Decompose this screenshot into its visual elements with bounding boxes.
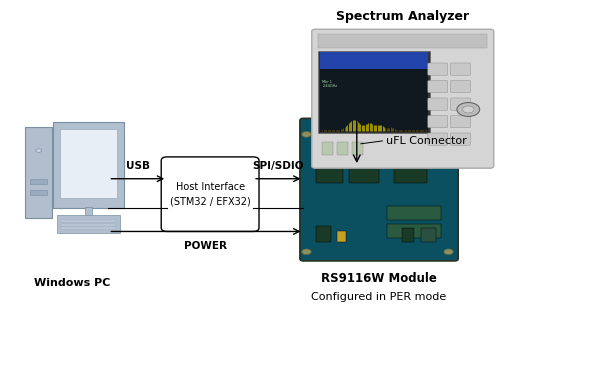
Text: RS9116W Module: RS9116W Module: [321, 272, 437, 285]
Bar: [320, 52, 429, 132]
Text: SPI/SDIO: SPI/SDIO: [252, 161, 304, 171]
Text: Configured in PER mode: Configured in PER mode: [311, 292, 447, 302]
Bar: [421, 228, 436, 242]
Circle shape: [36, 149, 41, 152]
Bar: [334, 137, 343, 145]
FancyBboxPatch shape: [300, 118, 458, 261]
FancyBboxPatch shape: [451, 80, 471, 93]
Bar: [85, 207, 92, 216]
Bar: [367, 134, 385, 145]
FancyBboxPatch shape: [428, 115, 448, 128]
Circle shape: [457, 103, 480, 116]
FancyBboxPatch shape: [428, 98, 448, 110]
Bar: [316, 225, 331, 242]
Text: uFL Connector: uFL Connector: [386, 135, 467, 145]
Text: POWER: POWER: [185, 241, 227, 251]
Text: USB: USB: [126, 161, 150, 171]
Bar: [61, 227, 116, 229]
Text: Windows PC: Windows PC: [34, 278, 111, 288]
FancyBboxPatch shape: [57, 215, 120, 232]
Circle shape: [302, 249, 311, 255]
FancyBboxPatch shape: [451, 115, 471, 128]
Bar: [60, 129, 117, 198]
Bar: [394, 148, 427, 183]
FancyBboxPatch shape: [428, 63, 448, 75]
Text: Mkr 1
2.44GHz: Mkr 1 2.44GHz: [322, 80, 338, 89]
Bar: [401, 228, 413, 242]
Bar: [386, 206, 441, 220]
Bar: [386, 224, 441, 238]
Circle shape: [444, 131, 453, 137]
Bar: [319, 51, 430, 134]
Bar: [31, 190, 47, 195]
Bar: [320, 52, 429, 70]
Bar: [349, 134, 361, 145]
Bar: [61, 224, 116, 226]
Bar: [316, 152, 343, 183]
Bar: [337, 231, 346, 242]
Bar: [337, 142, 348, 155]
FancyBboxPatch shape: [161, 157, 259, 231]
Circle shape: [444, 249, 453, 255]
FancyBboxPatch shape: [428, 80, 448, 93]
Bar: [394, 137, 409, 145]
Bar: [417, 137, 429, 145]
Bar: [352, 142, 363, 155]
FancyBboxPatch shape: [25, 127, 52, 218]
Circle shape: [302, 131, 311, 137]
FancyBboxPatch shape: [312, 29, 493, 168]
Bar: [31, 179, 47, 184]
Text: Host Interface
(STM32 / EFX32): Host Interface (STM32 / EFX32): [169, 182, 251, 206]
FancyBboxPatch shape: [451, 63, 471, 75]
Circle shape: [463, 106, 474, 113]
FancyBboxPatch shape: [451, 98, 471, 110]
FancyBboxPatch shape: [451, 133, 471, 145]
Bar: [322, 142, 333, 155]
FancyBboxPatch shape: [428, 133, 448, 145]
Bar: [61, 220, 116, 222]
Bar: [319, 34, 487, 48]
Text: Spectrum Analyzer: Spectrum Analyzer: [336, 10, 469, 23]
FancyBboxPatch shape: [53, 122, 124, 208]
Bar: [316, 134, 328, 145]
Bar: [349, 148, 379, 183]
